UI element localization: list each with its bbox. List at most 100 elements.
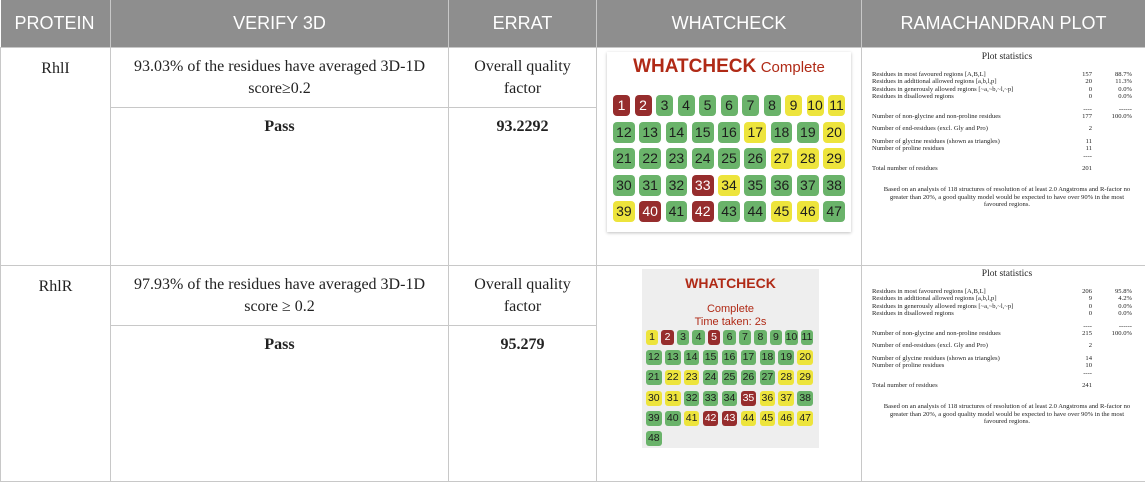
whatcheck-cell-4: 4	[692, 330, 705, 345]
whatcheck-cell-14: 14	[683, 350, 700, 366]
stat-row: Residues in most favoured regions [A,B,L…	[872, 71, 1142, 78]
whatcheck-time: Time taken: 2s	[694, 316, 767, 328]
stat-count: ----	[1083, 322, 1092, 330]
whatcheck-cell-9: 9	[785, 95, 802, 116]
whatcheck-cell-1: 1	[646, 330, 659, 345]
whatcheck-cell-16: 16	[718, 121, 740, 143]
whatcheck-cell-40: 40	[639, 201, 662, 222]
whatcheck-cell-22: 22	[639, 148, 662, 169]
whatcheck-cell-21: 21	[646, 370, 662, 386]
whatcheck-cell-23: 23	[683, 370, 700, 386]
stat-row: Residues in disallowed regions 0 0.0%	[872, 310, 1142, 317]
whatcheck-cell-27: 27	[759, 370, 776, 386]
stat-label: Residues in additional allowed regions […	[872, 78, 997, 86]
whatcheck-cell-6: 6	[723, 330, 736, 345]
whatcheck-cell-25: 25	[718, 148, 740, 169]
whatcheck-cell-20: 20	[823, 121, 845, 143]
whatcheck-cell-31: 31	[664, 390, 681, 406]
stat-label	[872, 370, 1062, 377]
ramachandran-cell	[861, 47, 1145, 266]
whatcheck-subtitle: Complete Time taken: 2s	[642, 303, 819, 329]
stat-row: Number of proline residues 10	[872, 362, 1142, 369]
whatcheck-cell-45: 45	[759, 410, 776, 426]
whatcheck-cell-2: 2	[661, 330, 674, 345]
stat-label: Residues in most favoured regions [A,B,L…	[872, 71, 986, 78]
stat-row: Total number of residues 201	[872, 165, 1142, 172]
whatcheck-cell-27: 27	[770, 148, 793, 169]
whatcheck-cell-3: 3	[656, 95, 673, 116]
stat-percent: ------	[1118, 105, 1132, 113]
stat-percent	[1092, 355, 1132, 362]
whatcheck-cell-10: 10	[785, 330, 798, 345]
stat-percent: 0.0%	[1118, 310, 1132, 318]
stat-label: Residues in disallowed regions	[872, 310, 954, 318]
whatcheck-cell-48: 48	[646, 431, 662, 446]
stat-label	[872, 106, 1062, 113]
whatcheck-cell-7: 7	[742, 95, 759, 116]
protein-cell: RhlR	[0, 265, 111, 482]
whatcheck-cell-38: 38	[797, 390, 813, 406]
whatcheck-cell-30: 30	[613, 174, 635, 196]
stat-count: 0	[1088, 93, 1092, 101]
stat-row: Number of end-residues (excl. Gly and Pr…	[872, 125, 1142, 132]
whatcheck-cell-42: 42	[702, 410, 719, 426]
stat-percent	[1092, 125, 1132, 132]
stat-row: Residues in generously allowed regions […	[872, 303, 1142, 310]
whatcheck-cell-37: 37	[796, 174, 819, 196]
stat-label	[872, 153, 1062, 160]
stat-label: Residues in additional allowed regions […	[872, 295, 997, 303]
header-ramachandran: RAMACHANDRAN PLOT	[861, 0, 1145, 48]
verify3d-result: Pass	[110, 107, 449, 266]
stat-row: Number of non-glycine and non-proline re…	[872, 113, 1142, 120]
whatcheck-cell-35: 35	[740, 390, 757, 406]
whatcheck-cell-28: 28	[796, 148, 819, 169]
whatcheck-cell-5: 5	[699, 95, 716, 116]
stat-percent	[1092, 362, 1132, 369]
ramachandran-cell	[861, 265, 1145, 482]
stat-label: Number of non-glycine and non-proline re…	[872, 330, 1001, 338]
ramachandran-title: Plot statistics	[981, 269, 1033, 279]
stat-count: 2	[1088, 125, 1092, 133]
stat-count: 11	[1085, 145, 1092, 153]
whatcheck-cell-8: 8	[754, 330, 767, 345]
stat-label: Number of non-glycine and non-proline re…	[872, 113, 1001, 121]
ramachandran-note: Based on an analysis of 118 structures o…	[883, 403, 1131, 426]
whatcheck-cell-29: 29	[797, 370, 813, 386]
stat-label: Number of glycine residues (shown as tri…	[872, 354, 1000, 362]
stat-row: Total number of residues 241	[872, 382, 1142, 389]
whatcheck-cell-44: 44	[744, 201, 767, 222]
whatcheck-cell-38: 38	[823, 174, 845, 196]
stat-label: Total number of residues	[872, 382, 938, 390]
stat-percent	[1092, 342, 1132, 349]
stat-count: 0	[1088, 302, 1092, 310]
whatcheck-cell-15: 15	[702, 350, 719, 366]
stat-percent: 11.3%	[1115, 78, 1132, 86]
whatcheck-cell-20: 20	[797, 350, 813, 366]
stat-count: ----	[1083, 152, 1092, 160]
stat-count: 241	[1082, 382, 1092, 390]
stat-label: Number of proline residues	[872, 362, 945, 370]
stat-percent	[1092, 382, 1132, 389]
whatcheck-cell-1: 1	[613, 95, 630, 116]
whatcheck-cell-47: 47	[797, 410, 813, 426]
stat-count: 20	[1085, 78, 1092, 86]
whatcheck-title: WHATCHECK	[633, 56, 757, 77]
ramachandran-title: Plot statistics	[981, 52, 1033, 62]
verify3d-description: 93.03% of the residues have averaged 3D-…	[110, 47, 449, 108]
whatcheck-cell-24: 24	[691, 148, 714, 169]
stat-percent: 100.0%	[1111, 113, 1132, 121]
whatcheck-cell-29: 29	[823, 148, 845, 169]
stat-row: Residues in generously allowed regions […	[872, 86, 1142, 93]
ramachandran-stats: Plot statistics Residues in most favoure…	[872, 52, 1142, 209]
stat-label: Residues in generously allowed regions […	[872, 302, 1014, 310]
whatcheck-status: Complete	[706, 303, 755, 315]
stat-row: Number of proline residues 11	[872, 145, 1142, 152]
stat-row: Number of end-residues (excl. Gly and Pr…	[872, 342, 1142, 349]
whatcheck-cell-36: 36	[770, 174, 793, 196]
whatcheck-cell-21: 21	[613, 148, 635, 169]
stat-count: 11	[1085, 137, 1092, 145]
stat-label: Total number of residues	[872, 165, 938, 173]
header-whatcheck: WHATCHECK	[596, 0, 862, 48]
whatcheck-cell-46: 46	[778, 410, 795, 426]
